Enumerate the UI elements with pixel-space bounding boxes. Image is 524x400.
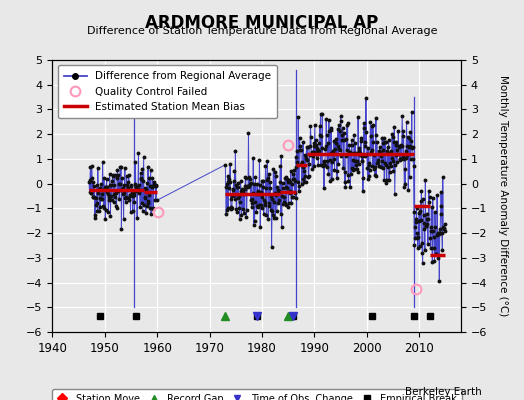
- Text: Berkeley Earth: Berkeley Earth: [406, 387, 482, 397]
- Legend: Station Move, Record Gap, Time of Obs. Change, Empirical Break: Station Move, Record Gap, Time of Obs. C…: [52, 389, 462, 400]
- Text: Difference of Station Temperature Data from Regional Average: Difference of Station Temperature Data f…: [87, 26, 437, 36]
- Text: ARDMORE MUNICIPAL AP: ARDMORE MUNICIPAL AP: [145, 14, 379, 32]
- Y-axis label: Monthly Temperature Anomaly Difference (°C): Monthly Temperature Anomaly Difference (…: [498, 75, 508, 317]
